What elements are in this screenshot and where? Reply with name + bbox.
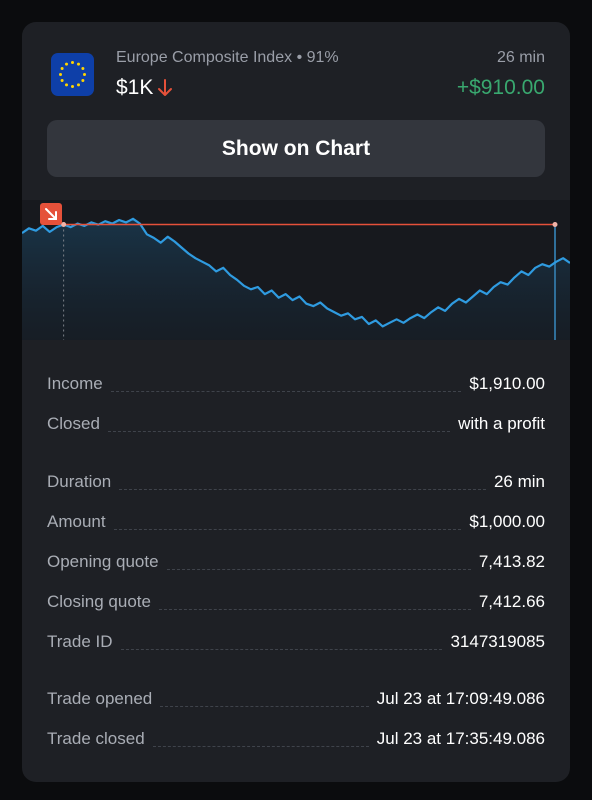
detail-label: Duration	[47, 472, 112, 491]
profit-value: +$910.00	[456, 76, 545, 99]
star-icon	[77, 62, 80, 66]
asset-name: Europe Composite Index	[116, 49, 293, 66]
dotted-leader	[110, 390, 462, 392]
detail-value: 3147319085	[450, 632, 545, 651]
star-icon	[81, 79, 85, 82]
arrow-down-icon	[158, 79, 173, 96]
trade-card: Europe Composite Index • 91% 26 min $1K …	[22, 22, 570, 782]
star-icon	[65, 62, 68, 66]
price-chart	[22, 200, 570, 340]
asset-title: Europe Composite Index • 91%	[116, 49, 339, 67]
amount-value: $1K	[116, 76, 154, 99]
detail-row: Income $1,910.00	[47, 370, 545, 394]
dotted-leader	[166, 568, 471, 570]
trade-amount: $1K	[116, 76, 173, 100]
arrow-down-right-icon	[40, 203, 62, 225]
dotted-leader	[152, 745, 369, 747]
star-icon	[60, 67, 64, 70]
dotted-leader	[120, 648, 443, 650]
detail-value: Jul 23 at 17:35:49.086	[376, 729, 545, 748]
detail-value: $1,000.00	[469, 512, 545, 531]
detail-label: Trade opened	[47, 689, 153, 708]
dotted-leader	[107, 430, 451, 432]
detail-label: Closed	[47, 414, 100, 433]
detail-label: Closing quote	[47, 592, 151, 611]
star-icon	[65, 83, 68, 87]
detail-label: Income	[47, 374, 103, 393]
detail-value: $1,910.00	[469, 374, 545, 393]
detail-row: Closed with a profit	[47, 410, 545, 434]
close-point	[552, 222, 558, 228]
show-on-chart-button[interactable]: Show on Chart	[47, 120, 545, 177]
dotted-leader	[158, 608, 471, 610]
detail-row: Closing quote 7,412.66	[47, 588, 545, 612]
separator-dot: •	[296, 49, 307, 66]
detail-label: Trade ID	[47, 632, 113, 651]
dotted-leader	[160, 705, 369, 707]
eu-stars-icon	[59, 61, 86, 88]
detail-value: with a profit	[458, 414, 545, 433]
chart-area	[22, 218, 570, 340]
star-icon	[77, 83, 80, 87]
star-icon	[60, 79, 64, 82]
dotted-leader	[119, 488, 486, 490]
detail-row: Amount $1,000.00	[47, 508, 545, 532]
open-point	[61, 222, 67, 228]
detail-value: 26 min	[493, 472, 545, 491]
detail-value: 7,412.66	[478, 592, 545, 611]
dotted-leader	[113, 528, 462, 530]
detail-row: Trade ID 3147319085	[47, 628, 545, 652]
detail-label: Opening quote	[47, 552, 159, 571]
eu-flag-icon	[51, 53, 94, 96]
detail-row: Duration 26 min	[47, 468, 545, 492]
detail-value: Jul 23 at 17:09:49.086	[376, 689, 545, 708]
detail-row: Trade closed Jul 23 at 17:35:49.086	[47, 725, 545, 749]
star-icon	[81, 67, 85, 70]
star-icon	[83, 73, 86, 76]
detail-row: Opening quote 7,413.82	[47, 548, 545, 572]
detail-label: Trade closed	[47, 729, 145, 748]
price-line	[22, 217, 570, 328]
payout-percent: 91%	[306, 49, 339, 66]
price-chart-svg	[22, 200, 570, 340]
detail-label: Amount	[47, 512, 106, 531]
detail-value: 7,413.82	[478, 552, 545, 571]
star-icon	[71, 85, 74, 88]
star-icon	[59, 73, 62, 76]
star-icon	[71, 61, 74, 64]
duration-label: 26 min	[496, 49, 545, 66]
detail-row: Trade opened Jul 23 at 17:09:49.086	[47, 685, 545, 709]
